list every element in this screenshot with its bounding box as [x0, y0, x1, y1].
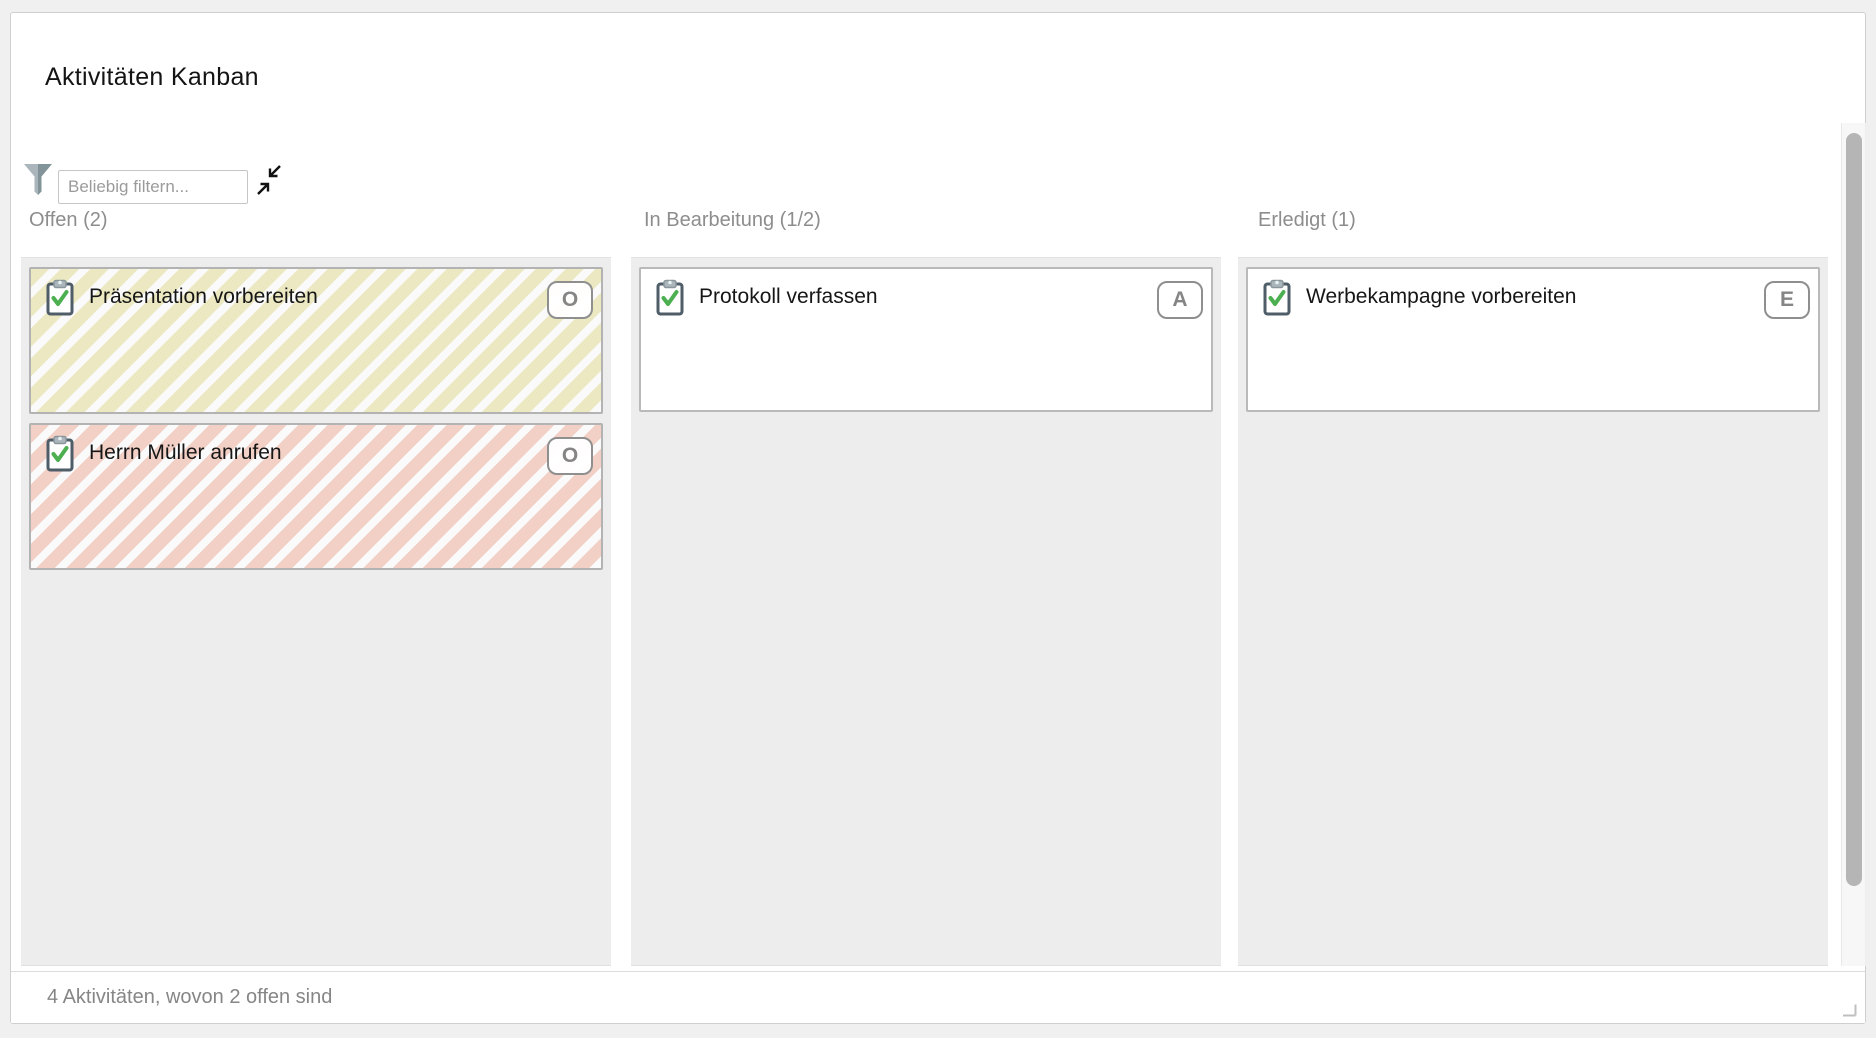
- clipboard-check-icon: [46, 435, 74, 472]
- card-title: Werbekampagne vorbereiten: [1306, 285, 1577, 308]
- kanban-column-erledigt: Werbekampagne vorbereiten E: [1238, 257, 1828, 966]
- kanban-card[interactable]: Protokoll verfassen A: [639, 267, 1213, 412]
- status-bar: 4 Aktivitäten, wovon 2 offen sind: [11, 971, 1865, 1023]
- vertical-scrollbar-track[interactable]: [1841, 123, 1866, 966]
- clipboard-check-icon: [656, 279, 684, 316]
- column-header-in-bearbeitung: In Bearbeitung (1/2): [644, 209, 821, 231]
- status-text: 4 Aktivitäten, wovon 2 offen sind: [47, 986, 333, 1008]
- vertical-scrollbar-thumb[interactable]: [1846, 133, 1862, 886]
- filter-funnel-icon: [24, 164, 52, 195]
- clipboard-check-icon: [1263, 279, 1291, 316]
- card-status-badge: E: [1764, 281, 1810, 319]
- kanban-card[interactable]: Herrn Müller anrufen O: [29, 423, 603, 570]
- kanban-column-offen: Präsentation vorbereiten O Herrn Müller …: [21, 257, 611, 966]
- card-status-badge: A: [1157, 281, 1203, 319]
- kanban-column-in-bearbeitung: Protokoll verfassen A: [631, 257, 1221, 966]
- compress-arrows-icon[interactable]: [254, 160, 284, 198]
- column-header-offen: Offen (2): [29, 209, 108, 231]
- kanban-card[interactable]: Präsentation vorbereiten O: [29, 267, 603, 414]
- card-title: Präsentation vorbereiten: [89, 285, 318, 308]
- column-header-erledigt: Erledigt (1): [1258, 209, 1356, 231]
- card-status-badge: O: [547, 437, 593, 475]
- card-title: Herrn Müller anrufen: [89, 441, 282, 464]
- filter-input[interactable]: [58, 170, 248, 204]
- kanban-window: Aktivitäten Kanban Offen (2) In Bearbeit…: [10, 12, 1866, 1024]
- card-status-badge: O: [547, 281, 593, 319]
- kanban-card[interactable]: Werbekampagne vorbereiten E: [1246, 267, 1820, 412]
- clipboard-check-icon: [46, 279, 74, 316]
- page-title: Aktivitäten Kanban: [45, 63, 259, 91]
- card-title: Protokoll verfassen: [699, 285, 878, 308]
- resize-grip-icon[interactable]: [1842, 1004, 1857, 1017]
